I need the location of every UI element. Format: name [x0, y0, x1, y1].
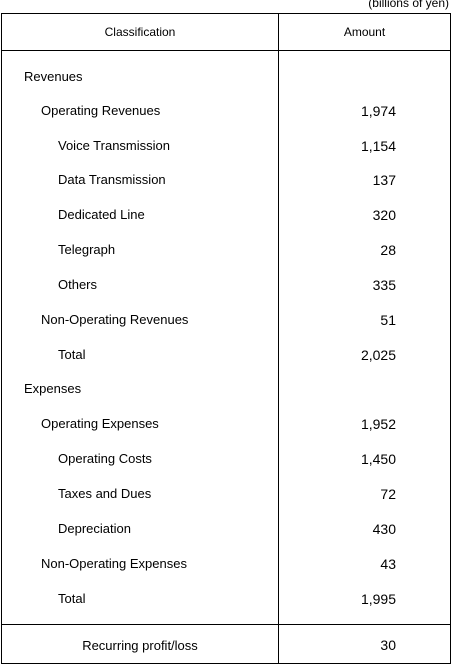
row-value: 43	[380, 556, 396, 572]
row-value: 335	[372, 277, 396, 293]
row-value: 137	[372, 172, 396, 188]
row-value: 72	[380, 486, 396, 502]
table-row: Others 335	[2, 277, 450, 297]
table-row: Total 1,995	[2, 591, 450, 611]
row-value: 28	[380, 242, 396, 258]
table-row: Revenues	[2, 69, 450, 89]
table-row: Data Transmission 137	[2, 172, 450, 192]
unit-note: (billions of yen)	[368, 0, 449, 10]
row-label: Total	[58, 591, 86, 606]
row-label: Non-Operating Expenses	[41, 556, 187, 571]
row-label: Operating Expenses	[41, 416, 159, 431]
row-value: 1,995	[360, 591, 396, 607]
header-divider	[2, 50, 450, 51]
row-value: 1,974	[360, 103, 396, 119]
table-row: Non-Operating Expenses 43	[2, 556, 450, 576]
row-value: 1,450	[360, 451, 396, 467]
row-label: Data Transmission	[58, 172, 166, 187]
row-label: Expenses	[24, 381, 82, 396]
row-label: Operating Revenues	[41, 103, 161, 118]
row-label: Taxes and Dues	[58, 486, 152, 501]
row-label: Total	[58, 347, 86, 362]
header-amount: Amount	[343, 25, 386, 39]
row-value: 2,025	[360, 347, 396, 363]
table-row: Depreciation 430	[2, 521, 450, 541]
row-value: 320	[372, 207, 396, 223]
row-value: 51	[380, 312, 396, 328]
table-row: Operating Costs 1,450	[2, 451, 450, 471]
row-value: 1,952	[360, 416, 396, 432]
table-row: Voice Transmission 1,154	[2, 138, 450, 158]
row-value: 430	[372, 521, 396, 537]
row-label: Dedicated Line	[58, 207, 145, 222]
header-classification: Classification	[104, 25, 176, 39]
row-label: Depreciation	[58, 521, 131, 536]
footer-divider	[2, 624, 450, 625]
recurring-profit-label: Recurring profit/loss	[82, 638, 198, 653]
recurring-profit-value: 30	[380, 637, 396, 653]
row-label: Non-Operating Revenues	[41, 312, 189, 327]
table-row: Operating Revenues 1,974	[2, 103, 450, 123]
revenue-expense-table: Classification Amount Revenues Operating…	[1, 13, 451, 664]
column-divider	[278, 14, 279, 663]
row-label: Others	[58, 277, 98, 292]
table-row: Expenses	[2, 381, 450, 401]
table-row: Taxes and Dues 72	[2, 486, 450, 506]
table-row: Operating Expenses 1,952	[2, 416, 450, 436]
table-row: Non-Operating Revenues 51	[2, 312, 450, 332]
table-row: Telegraph 28	[2, 242, 450, 262]
row-label: Operating Costs	[58, 451, 152, 466]
row-label: Revenues	[24, 69, 83, 84]
table-row: Total 2,025	[2, 347, 450, 367]
row-label: Telegraph	[58, 242, 116, 257]
table-row: Dedicated Line 320	[2, 207, 450, 227]
row-value: 1,154	[360, 138, 396, 154]
row-label: Voice Transmission	[58, 138, 170, 153]
